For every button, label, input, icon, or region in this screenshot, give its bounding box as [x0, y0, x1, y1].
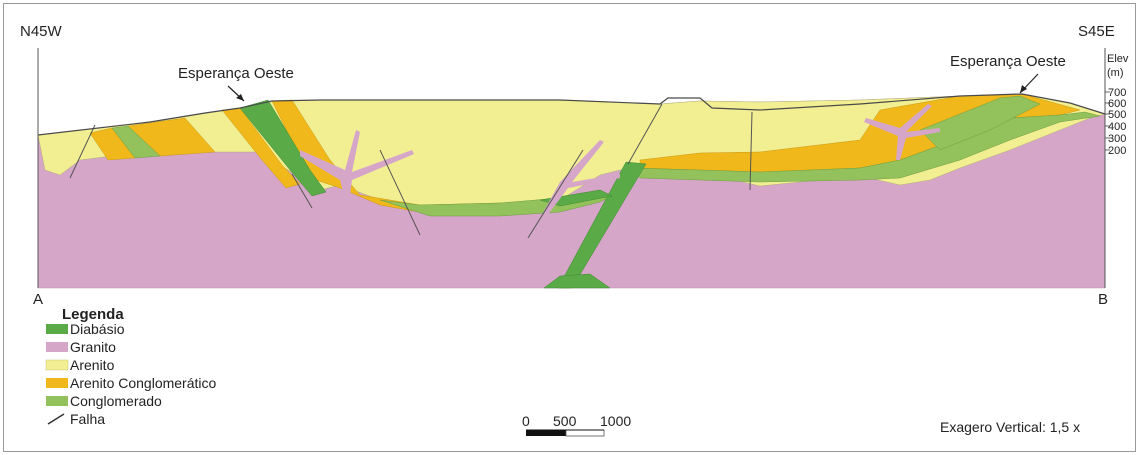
legend-swatch-arenito: [45, 359, 69, 371]
scale-bar: [526, 429, 605, 437]
conglomerado-unit: [111, 125, 161, 159]
legend-label-diabasio: Diabásio: [70, 321, 125, 337]
fault-lines: [69, 103, 753, 239]
legend-label-arenito-conglomeratico: Arenito Conglomerático: [70, 375, 217, 391]
orientation-right: S45E: [1078, 23, 1115, 40]
legend-swatch-arenito-conglomeratico: [46, 378, 68, 388]
diabasio-dike: [239, 99, 327, 197]
diabasio-dike: [543, 273, 611, 289]
legend-label-arenito: Arenito: [70, 357, 115, 373]
scale-label-0: 0: [522, 413, 530, 429]
elevation-axis-title-2: (m): [1107, 67, 1124, 79]
scale-label-1000: 1000: [600, 413, 631, 429]
legend-swatch-granito: [46, 342, 68, 352]
granito-vein: [864, 104, 940, 160]
elevation-axis-title-1: Elev: [1107, 53, 1129, 65]
legend-swatch-falha: [47, 413, 65, 425]
endpoint-b: B: [1098, 291, 1108, 308]
legend-title: Legenda: [62, 306, 124, 323]
locality-label-right: Esperança Oeste: [950, 53, 1066, 70]
elevation-tick-700: 700: [1108, 87, 1126, 99]
conglomerado-unit: [919, 95, 1041, 151]
granito-vein: [540, 140, 620, 220]
legend-label-conglomerado: Conglomerado: [70, 393, 162, 409]
elevation-tick-200: 200: [1108, 145, 1126, 157]
elevation-tick-600: 600: [1108, 98, 1126, 110]
endpoint-a: A: [33, 291, 43, 308]
locality-arrowhead-left: [236, 94, 244, 101]
legend-label-granito: Granito: [70, 339, 116, 355]
elevation-ticks: [1105, 91, 1110, 151]
locality-arrowhead-right: [1020, 85, 1027, 93]
figure-frame: [3, 3, 1136, 452]
scale-label-500: 500: [553, 413, 577, 429]
elevation-tick-500: 500: [1108, 109, 1126, 121]
granito-vein: [300, 130, 414, 196]
vertical-exaggeration-note: Exagero Vertical: 1,5 x: [940, 419, 1080, 435]
locality-label-left: Esperança Oeste: [178, 65, 294, 82]
legend-label-falha: Falha: [70, 411, 105, 427]
elevation-tick-400: 400: [1108, 121, 1126, 133]
legend-swatch-diabasio: [46, 324, 68, 334]
orientation-left: N45W: [20, 23, 63, 40]
topographic-surface: [37, 93, 1106, 136]
legend-swatch-conglomerado: [46, 396, 68, 406]
elevation-tick-300: 300: [1108, 133, 1126, 145]
